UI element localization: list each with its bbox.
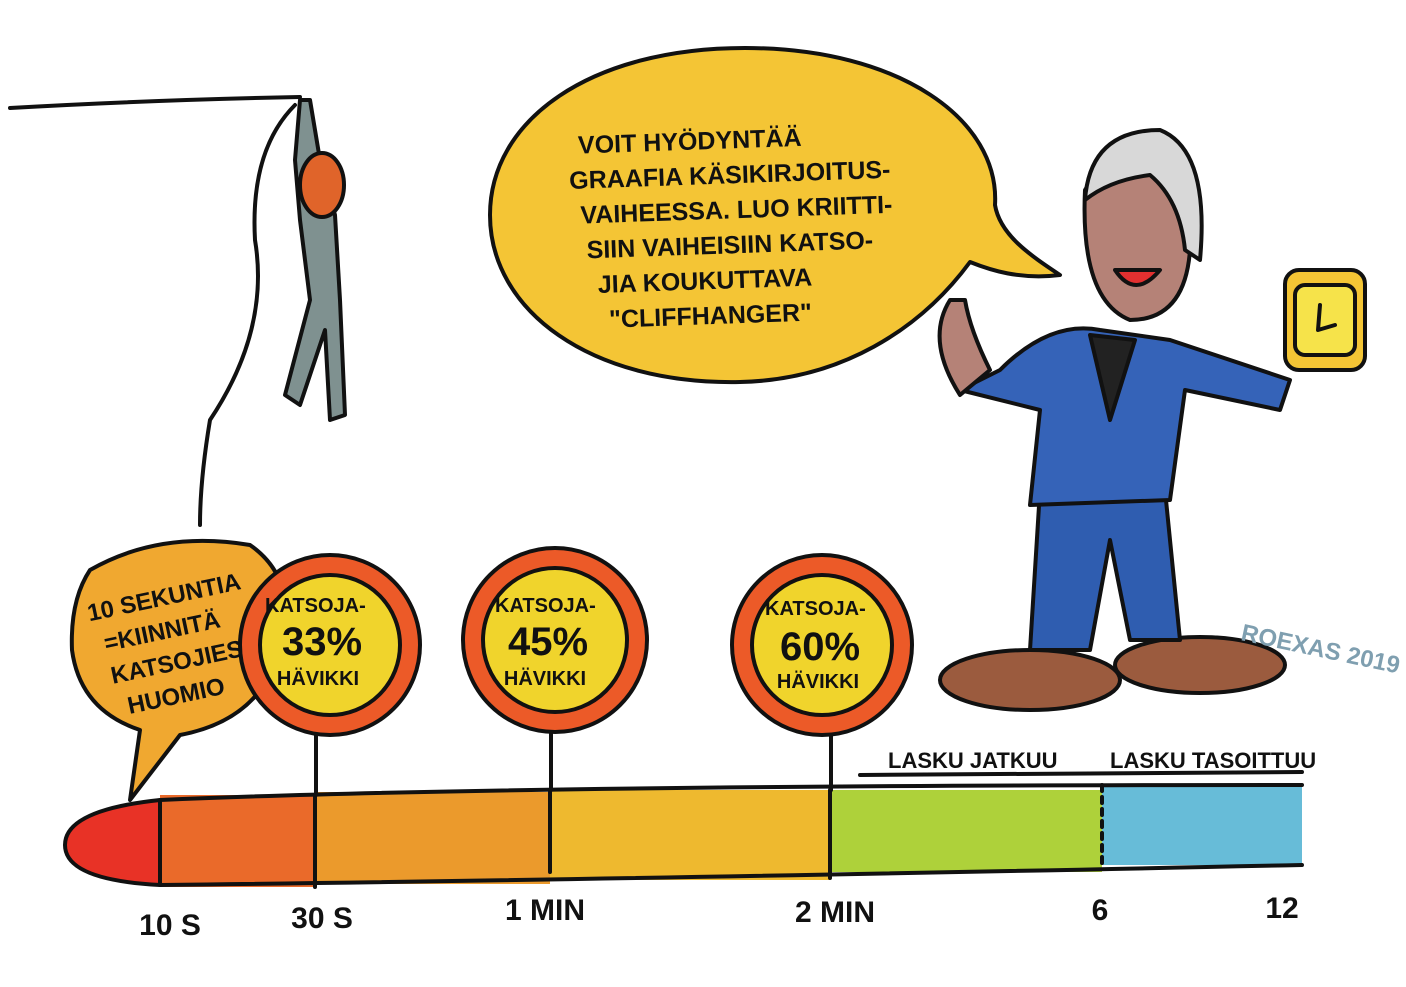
phase-label: LASKU TASOITTUU <box>1110 748 1316 773</box>
sign-value: 45% <box>508 620 588 664</box>
phase-label: LASKU JATKUU <box>888 748 1057 773</box>
speech-bubble <box>488 46 1062 385</box>
hanging-figure <box>8 95 347 527</box>
phase-labels: LASKU JATKUU LASKU TASOITTUU <box>888 748 1316 773</box>
timeline-bar <box>63 770 1304 889</box>
sign-top: KATSOJA- <box>765 598 866 620</box>
time-label: 30 S <box>291 902 353 935</box>
sign: KATSOJA- 45% HÄVIKKI <box>461 546 649 792</box>
time-label: 1 MIN <box>505 894 585 927</box>
sign: KATSOJA- 33% HÄVIKKI <box>238 553 422 797</box>
time-labels: 10 S 30 S 1 MIN 2 MIN 6 12 <box>139 892 1299 942</box>
time-label: 2 MIN <box>795 896 875 929</box>
sign-bottom: HÄVIKKI <box>504 667 586 690</box>
sign: KATSOJA- 60% HÄVIKKI <box>730 553 914 792</box>
sign-bottom: HÄVIKKI <box>277 667 359 690</box>
sign-value: 60% <box>780 625 860 669</box>
time-label: 10 S <box>139 909 201 942</box>
sign-top: KATSOJA- <box>265 595 366 617</box>
time-label: 12 <box>1265 892 1298 925</box>
intro-bubble <box>69 538 288 802</box>
sign-top: KATSOJA- <box>495 595 596 617</box>
sign-bottom: HÄVIKKI <box>777 670 859 693</box>
signs: KATSOJA- 33% HÄVIKKI KATSOJA- 45% HÄVIKK… <box>238 546 914 797</box>
time-label: 6 <box>1092 894 1109 927</box>
presenter <box>937 128 1367 712</box>
sign-value: 33% <box>282 620 362 664</box>
